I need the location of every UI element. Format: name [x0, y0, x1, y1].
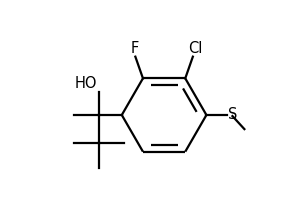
- Text: Cl: Cl: [188, 41, 202, 56]
- Text: HO: HO: [74, 76, 97, 91]
- Text: F: F: [130, 41, 138, 56]
- Text: S: S: [228, 107, 238, 122]
